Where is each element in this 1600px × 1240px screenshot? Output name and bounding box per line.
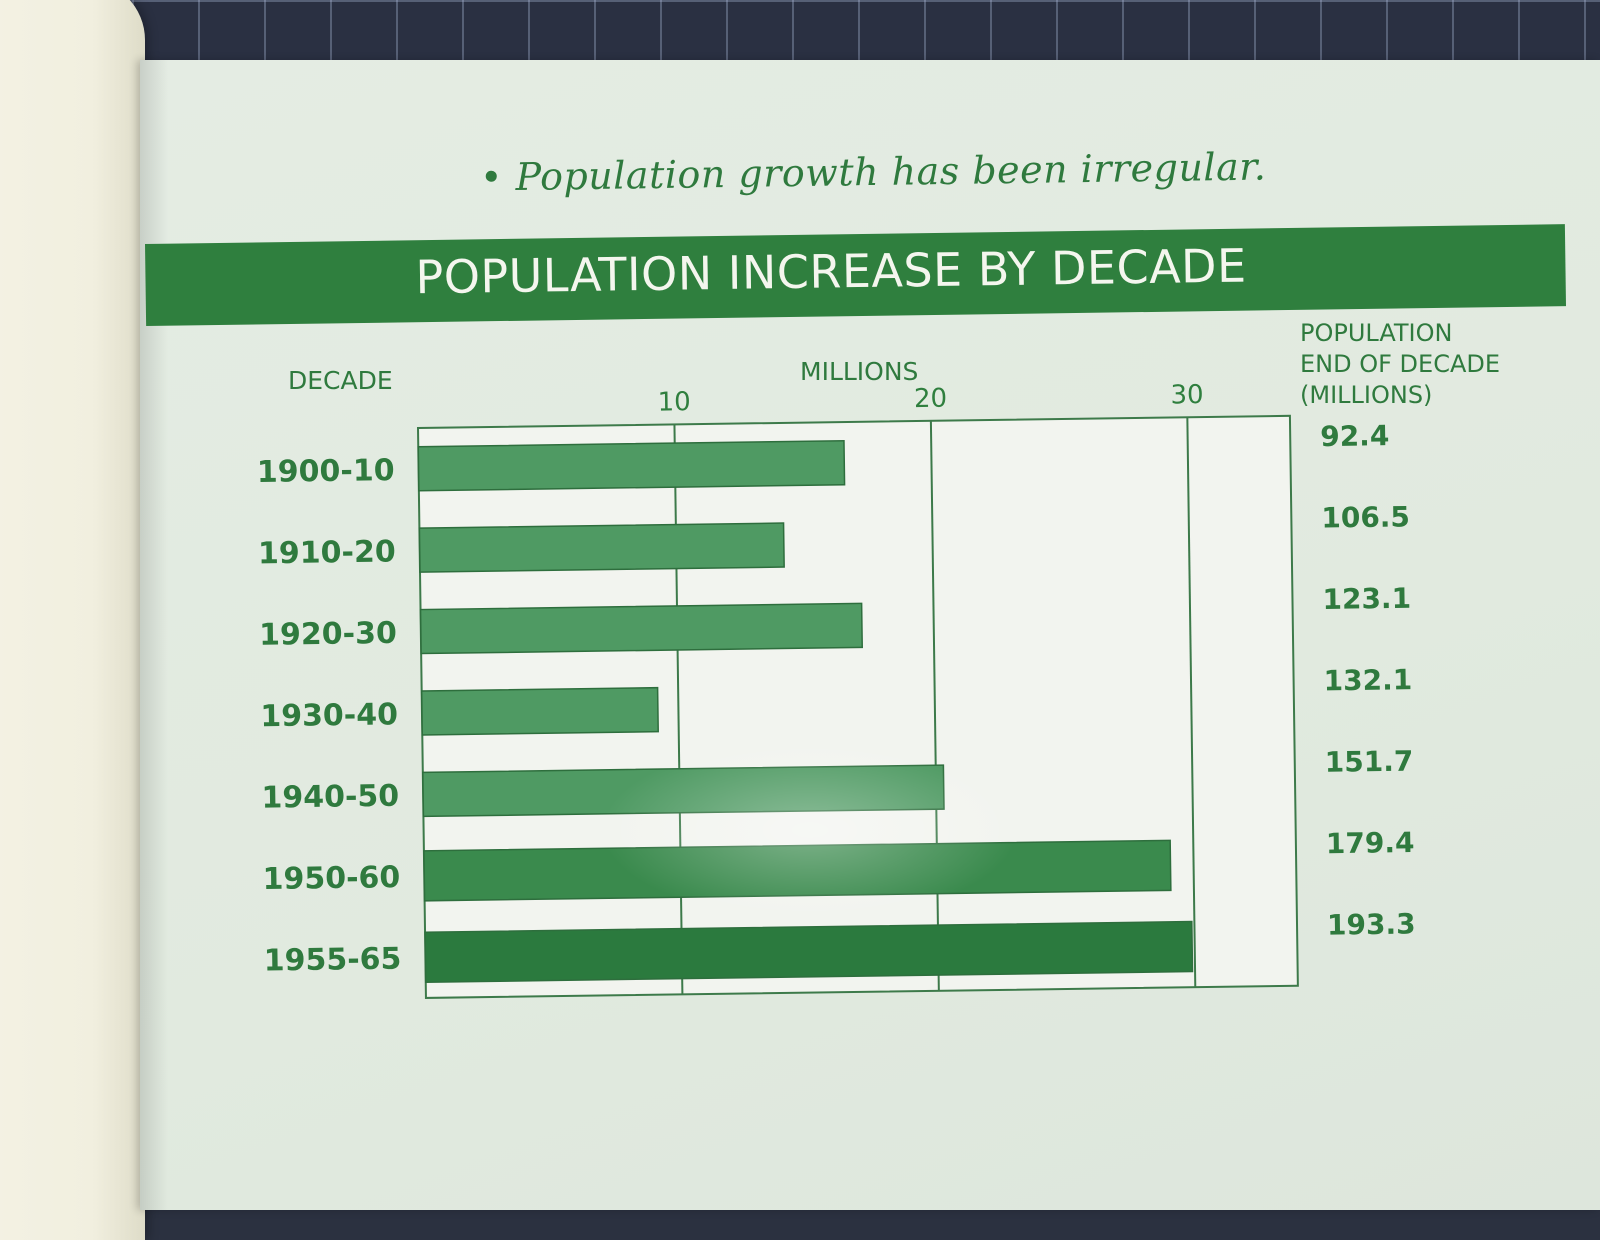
bar-1920-30 [419, 602, 863, 655]
bar-1930-40 [420, 686, 659, 736]
end-of-decade-value-1930-40: 132.1 [1323, 663, 1412, 697]
right-header-line-2: END OF DECADE [1300, 350, 1501, 378]
end-of-decade-value-1920-30: 123.1 [1322, 582, 1411, 616]
end-of-decade-value-1940-50: 151.7 [1325, 745, 1414, 779]
gridline-30 [1186, 417, 1197, 988]
category-label-1910-20: 1910-20 [258, 534, 396, 571]
end-of-decade-value-1950-60: 179.4 [1326, 826, 1415, 860]
bar-1910-20 [418, 522, 785, 573]
end-of-decade-value-1900-10: 92.4 [1320, 419, 1390, 453]
bar-1950-60 [423, 839, 1172, 902]
end-of-decade-value-1955-65: 193.3 [1327, 907, 1416, 941]
gridline-20 [929, 420, 940, 991]
category-label-1900-10: 1900-10 [257, 453, 395, 490]
right-column-header: POPULATION END OF DECADE (MILLIONS) [1300, 318, 1560, 411]
plot-group: 10 20 30 1900-10 92.4 1910-20 106.5 1920-30 123.… [257, 380, 1416, 999]
bar-chart: 10 20 30 1900-10 92.4 1910-20 106.5 1920-30 123.… [257, 380, 1416, 999]
bar-1900-10 [417, 440, 846, 492]
category-label-1940-50: 1940-50 [261, 779, 399, 816]
right-header-line-1: POPULATION [1300, 319, 1453, 347]
category-label-1920-30: 1920-30 [259, 616, 397, 653]
category-label-1955-65: 1955-65 [263, 942, 401, 979]
bar-1940-50 [422, 764, 945, 818]
x-tick-label-30: 30 [1170, 380, 1204, 410]
bar-1955-65 [424, 920, 1194, 983]
gridline-10 [673, 424, 684, 995]
left-page [0, 0, 145, 1240]
right-header-line-3: (MILLIONS) [1300, 381, 1433, 409]
decade-axis-label: DECADE [288, 366, 393, 395]
x-tick-label-20: 20 [914, 384, 948, 414]
end-of-decade-value-1910-20: 106.5 [1321, 500, 1410, 534]
category-label-1930-40: 1930-40 [260, 697, 398, 734]
millions-axis-label: MILLIONS [800, 357, 919, 386]
x-tick-label-10: 10 [657, 387, 691, 417]
category-label-1950-60: 1950-60 [262, 860, 400, 897]
